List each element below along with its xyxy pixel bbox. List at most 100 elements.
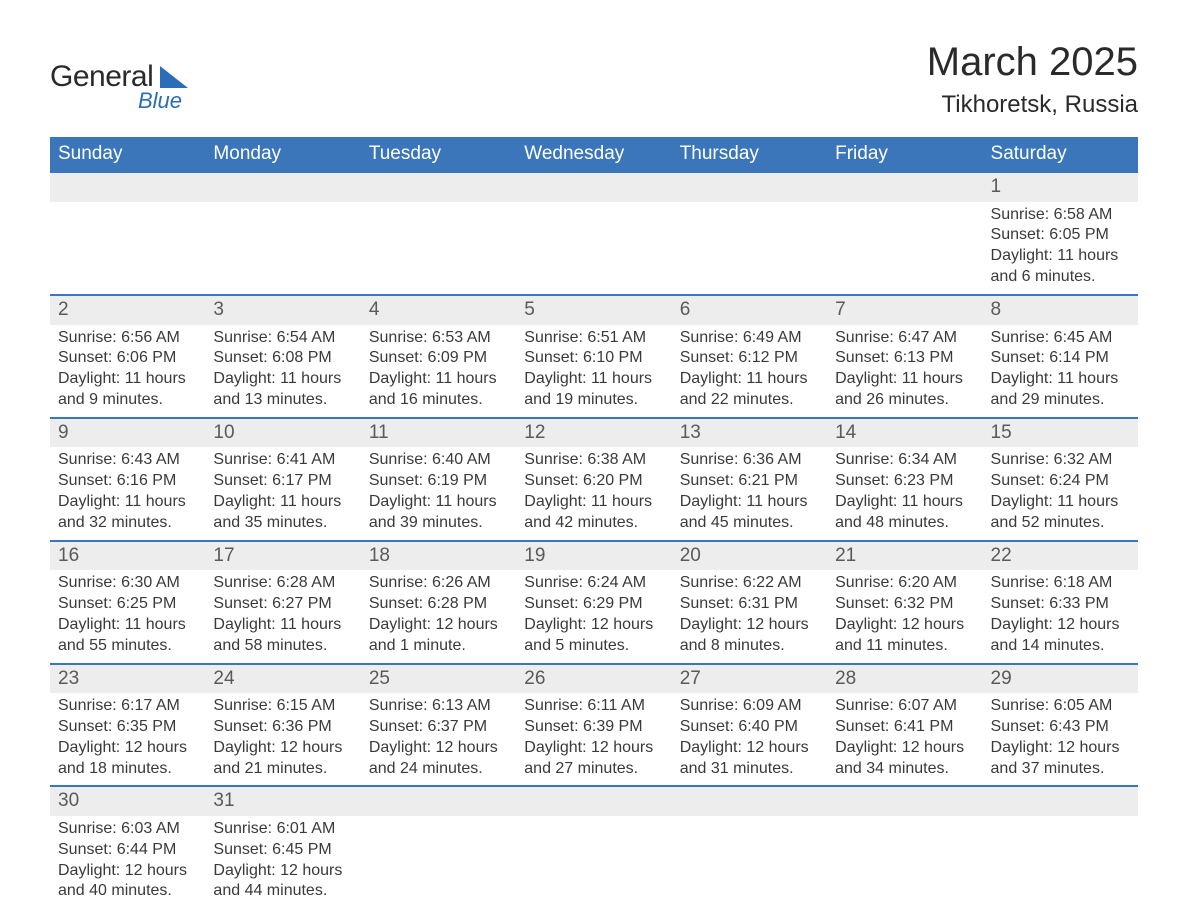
daylight-text: Daylight: 11 hours and 42 minutes. (524, 492, 663, 534)
weekday-header: Saturday (983, 137, 1138, 173)
daylight-text: Daylight: 12 hours and 24 minutes. (369, 738, 508, 780)
sunrise-text: Sunrise: 6:13 AM (369, 696, 508, 717)
calendar-body: 1Sunrise: 6:58 AMSunset: 6:05 PMDaylight… (50, 173, 1138, 908)
day-detail-cell: Sunrise: 6:07 AMSunset: 6:41 PMDaylight:… (827, 693, 982, 786)
daylight-text: Daylight: 12 hours and 44 minutes. (213, 861, 352, 903)
day-detail-cell: Sunrise: 6:54 AMSunset: 6:08 PMDaylight:… (205, 325, 360, 418)
sunset-text: Sunset: 6:06 PM (58, 348, 197, 369)
day-number-cell: 22 (983, 541, 1138, 571)
sunset-text: Sunset: 6:37 PM (369, 717, 508, 738)
sunrise-text: Sunrise: 6:54 AM (213, 328, 352, 349)
day-number-cell: 27 (672, 664, 827, 694)
sunrise-text: Sunrise: 6:32 AM (991, 450, 1130, 471)
sunrise-text: Sunrise: 6:24 AM (524, 573, 663, 594)
day-detail-cell: Sunrise: 6:30 AMSunset: 6:25 PMDaylight:… (50, 570, 205, 663)
title-block: March 2025 Tikhoretsk, Russia (927, 40, 1138, 119)
day-number-cell: 26 (516, 664, 671, 694)
day-detail-cell: Sunrise: 6:43 AMSunset: 6:16 PMDaylight:… (50, 447, 205, 540)
daylight-text: Daylight: 12 hours and 37 minutes. (991, 738, 1130, 780)
day-detail-cell: Sunrise: 6:22 AMSunset: 6:31 PMDaylight:… (672, 570, 827, 663)
sunrise-text: Sunrise: 6:36 AM (680, 450, 819, 471)
sunrise-text: Sunrise: 6:41 AM (213, 450, 352, 471)
day-detail-cell (827, 816, 982, 908)
day-detail-row: Sunrise: 6:43 AMSunset: 6:16 PM Daylight:… (50, 447, 1138, 540)
daylight-text: Daylight: 11 hours and 48 minutes. (835, 492, 974, 534)
daylight-text: Daylight: 12 hours and 8 minutes. (680, 615, 819, 657)
daylight-text: Daylight: 12 hours and 11 minutes. (835, 615, 974, 657)
sunset-text: Sunset: 6:09 PM (369, 348, 508, 369)
day-number-cell: 10 (205, 418, 360, 448)
day-detail-cell (983, 816, 1138, 908)
daylight-text: Daylight: 12 hours and 1 minute. (369, 615, 508, 657)
sunrise-text: Sunrise: 6:18 AM (991, 573, 1130, 594)
daylight-text: Daylight: 11 hours and 35 minutes. (213, 492, 352, 534)
day-detail-cell (361, 202, 516, 295)
day-detail-cell: Sunrise: 6:05 AMSunset: 6:43 PMDaylight:… (983, 693, 1138, 786)
sunset-text: Sunset: 6:31 PM (680, 594, 819, 615)
day-number-row: 23242526272829 (50, 664, 1138, 694)
daylight-text: Daylight: 12 hours and 18 minutes. (58, 738, 197, 780)
daylight-text: Daylight: 11 hours and 26 minutes. (835, 369, 974, 411)
day-detail-cell: Sunrise: 6:45 AMSunset: 6:14 PMDaylight:… (983, 325, 1138, 418)
sunrise-text: Sunrise: 6:38 AM (524, 450, 663, 471)
day-number-cell: 17 (205, 541, 360, 571)
day-number-row: 16171819202122 (50, 541, 1138, 571)
day-detail-cell: Sunrise: 6:11 AMSunset: 6:39 PMDaylight:… (516, 693, 671, 786)
day-number-cell (361, 173, 516, 202)
day-detail-row: Sunrise: 6:30 AMSunset: 6:25 PMDaylight:… (50, 570, 1138, 663)
day-number-cell: 5 (516, 295, 671, 325)
daylight-text: Daylight: 11 hours and 39 minutes. (369, 492, 508, 534)
day-detail-cell: Sunrise: 6:24 AMSunset: 6:29 PMDaylight:… (516, 570, 671, 663)
location: Tikhoretsk, Russia (927, 91, 1138, 119)
day-detail-cell: Sunrise: 6:36 AMSunset: 6:21 PMDaylight:… (672, 447, 827, 540)
day-detail-row: Sunrise: 6:03 AMSunset: 6:44 PMDaylight:… (50, 816, 1138, 908)
sunset-text: Sunset: 6:44 PM (58, 840, 197, 861)
sunrise-text: Sunrise: 6:47 AM (835, 328, 974, 349)
day-detail-cell: Sunrise: 6:41 AMSunset: 6:17 PMDaylight:… (205, 447, 360, 540)
daylight-text: Daylight: 11 hours and 9 minutes. (58, 369, 197, 411)
day-detail-cell: Sunrise: 6:17 AMSunset: 6:35 PMDaylight:… (50, 693, 205, 786)
logo-text-blue: Blue (138, 88, 188, 114)
day-detail-cell: Sunrise: 6:49 AMSunset: 6:12 PMDaylight:… (672, 325, 827, 418)
day-number-cell: 8 (983, 295, 1138, 325)
sunrise-text: Sunrise: 6:56 AM (58, 328, 197, 349)
daylight-text: Daylight: 11 hours and 16 minutes. (369, 369, 508, 411)
day-detail-cell: Sunrise: 6:53 AMSunset: 6:09 PMDaylight:… (361, 325, 516, 418)
day-number-cell (827, 173, 982, 202)
logo: General Blue (50, 60, 188, 114)
day-detail-cell: Sunrise: 6:47 AMSunset: 6:13 PMDaylight:… (827, 325, 982, 418)
day-detail-cell: Sunrise: 6:40 AMSunset: 6:19 PMDaylight:… (361, 447, 516, 540)
sunset-text: Sunset: 6:16 PM (58, 471, 197, 492)
day-number-cell: 1 (983, 173, 1138, 202)
day-detail-cell: Sunrise: 6:09 AMSunset: 6:40 PMDaylight:… (672, 693, 827, 786)
day-number-cell (827, 786, 982, 816)
day-number-cell (672, 173, 827, 202)
sunset-text: Sunset: 6:43 PM (991, 717, 1130, 738)
daylight-text: Daylight: 11 hours and 45 minutes. (680, 492, 819, 534)
month-title: March 2025 (927, 40, 1138, 85)
daylight-text: Daylight: 11 hours and 29 minutes. (991, 369, 1130, 411)
sunrise-text: Sunrise: 6:01 AM (213, 819, 352, 840)
day-detail-cell: Sunrise: 6:28 AMSunset: 6:27 PMDaylight:… (205, 570, 360, 663)
sunset-text: Sunset: 6:12 PM (680, 348, 819, 369)
header: General Blue March 2025 Tikhoretsk, Russ… (50, 40, 1138, 119)
day-number-cell: 2 (50, 295, 205, 325)
sunrise-text: Sunrise: 6:07 AM (835, 696, 974, 717)
sunset-text: Sunset: 6:39 PM (524, 717, 663, 738)
sunrise-text: Sunrise: 6:51 AM (524, 328, 663, 349)
day-number-cell: 28 (827, 664, 982, 694)
day-number-cell (983, 786, 1138, 816)
sunset-text: Sunset: 6:10 PM (524, 348, 663, 369)
sunset-text: Sunset: 6:28 PM (369, 594, 508, 615)
sunset-text: Sunset: 6:40 PM (680, 717, 819, 738)
day-number-row: 2345678 (50, 295, 1138, 325)
day-number-cell: 18 (361, 541, 516, 571)
sunrise-text: Sunrise: 6:45 AM (991, 328, 1130, 349)
day-number-row: 9101112131415 (50, 418, 1138, 448)
sunrise-text: Sunrise: 6:15 AM (213, 696, 352, 717)
day-detail-cell: Sunrise: 6:38 AMSunset: 6:20 PMDaylight:… (516, 447, 671, 540)
day-detail-cell: Sunrise: 6:56 AMSunset: 6:06 PMDaylight:… (50, 325, 205, 418)
day-number-cell: 31 (205, 786, 360, 816)
day-detail-cell: Sunrise: 6:26 AMSunset: 6:28 PMDaylight:… (361, 570, 516, 663)
sunrise-text: Sunrise: 6:43 AM (58, 450, 197, 471)
